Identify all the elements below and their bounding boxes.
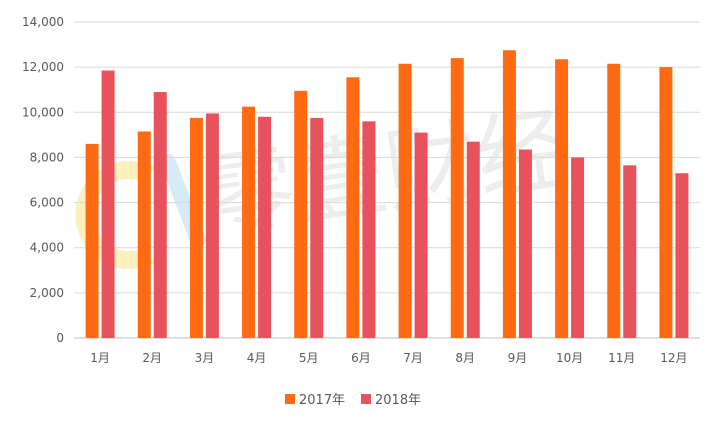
- legend: 2017年 2018年: [285, 393, 421, 408]
- x-tick-label: 12月: [660, 351, 687, 365]
- y-tick-label: 12,000: [22, 60, 64, 74]
- bar-2018年-9月: [518, 149, 532, 338]
- y-tick-label: 10,000: [22, 105, 64, 119]
- bar-2017年-9月: [502, 50, 516, 338]
- y-tick-label: 4,000: [30, 241, 64, 255]
- legend-label: 2017年: [299, 393, 345, 408]
- x-tick-label: 8月: [455, 351, 475, 365]
- bar-2017年-2月: [137, 131, 151, 338]
- x-axis: 1月 2月 3月 4月 5月 6月 7月 8月 9月 10月 11月 12月: [90, 351, 687, 365]
- x-tick-label: 6月: [351, 351, 371, 365]
- bar-2017年-7月: [398, 63, 412, 338]
- bar-2017年-4月: [242, 106, 256, 339]
- y-tick-label: 2,000: [30, 286, 64, 300]
- bar-2017年-8月: [450, 58, 464, 338]
- bar-2017年-5月: [294, 90, 308, 338]
- legend-swatch: [285, 394, 295, 404]
- x-tick-label: 9月: [508, 351, 528, 365]
- bar-2017年-11月: [607, 63, 621, 338]
- x-tick-label: 2月: [142, 351, 162, 365]
- bar-2017年-10月: [555, 59, 569, 338]
- bar-2018年-5月: [310, 117, 324, 338]
- y-tick-label: 14,000: [22, 15, 64, 29]
- x-tick-label: 3月: [195, 351, 215, 365]
- y-axis: 0 2,000 4,000 6,000 8,000 10,000 12,000 14,000: [22, 15, 64, 345]
- x-tick-label: 5月: [299, 351, 319, 365]
- x-tick-label: 11月: [608, 351, 635, 365]
- bar-2017年-3月: [189, 117, 203, 338]
- x-tick-label: 1月: [90, 351, 110, 365]
- bar-2017年-6月: [346, 77, 360, 339]
- x-tick-label: 7月: [403, 351, 423, 365]
- y-tick-label: 0: [56, 331, 64, 345]
- bar-2017年-1月: [85, 143, 99, 338]
- x-tick-label: 10月: [556, 351, 583, 365]
- bar-2018年-11月: [623, 165, 637, 338]
- x-tick-label: 4月: [247, 351, 267, 365]
- bar-2018年-1月: [101, 70, 115, 339]
- y-tick-label: 8,000: [30, 150, 64, 164]
- bar-2018年-6月: [362, 121, 376, 338]
- bar-2017年-12月: [659, 67, 673, 339]
- legend-label: 2018年: [375, 393, 421, 408]
- bar-2018年-7月: [414, 132, 428, 338]
- bar-2018年-8月: [466, 141, 480, 338]
- bar-2018年-2月: [153, 91, 167, 338]
- y-tick-label: 6,000: [30, 196, 64, 210]
- bar-2018年-10月: [571, 157, 585, 338]
- bars: [85, 50, 689, 339]
- legend-swatch: [361, 394, 371, 404]
- bar-2018年-3月: [205, 113, 219, 339]
- bar-2018年-4月: [258, 116, 272, 338]
- bar-2018年-12月: [675, 173, 689, 338]
- gridlines: [74, 21, 700, 339]
